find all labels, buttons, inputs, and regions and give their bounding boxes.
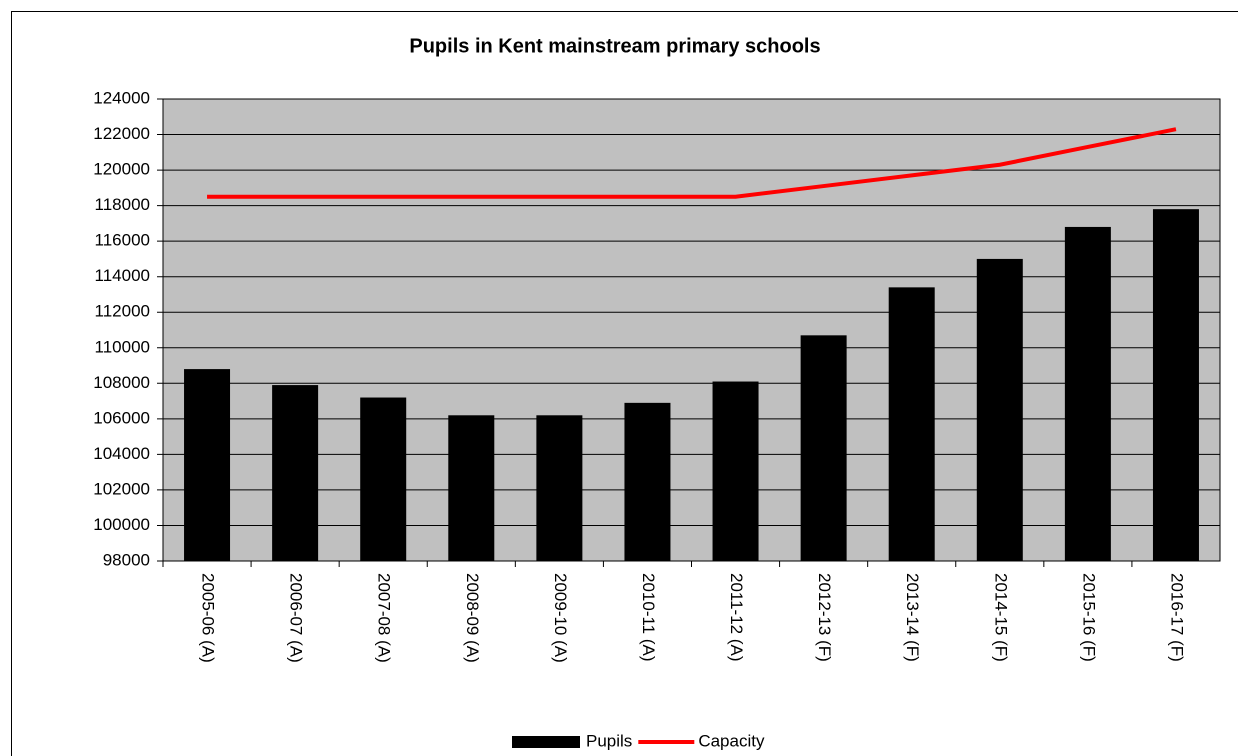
plot-area <box>162 98 1221 562</box>
legend-label: Capacity <box>698 731 765 750</box>
x-tick-label: 2008-09 (A) <box>463 573 482 663</box>
y-tick-label: 106000 <box>93 408 150 427</box>
y-tick-label: 118000 <box>95 195 150 214</box>
x-tick-label: 2006-07 (A) <box>287 573 306 663</box>
line <box>207 127 1177 199</box>
bar <box>712 381 759 561</box>
x-tick-label: 2005-06 (A) <box>199 573 218 663</box>
y-tick-label: 124000 <box>93 88 150 107</box>
x-tick-label: 2016-17 (F) <box>1167 573 1186 662</box>
x-tick-label: 2010-11 (A) <box>639 573 658 662</box>
y-tick-label: 112000 <box>95 302 150 321</box>
y-tick-label: 100000 <box>93 515 150 534</box>
x-tick-label: 2012-13 (F) <box>815 573 834 662</box>
x-tick-label: 2007-08 (A) <box>375 573 394 663</box>
bar <box>184 369 231 561</box>
x-tick-label: 2013-14 (F) <box>903 573 922 662</box>
x-tick-label: 2011-12 (A) <box>727 573 746 662</box>
y-tick-label: 120000 <box>93 160 150 179</box>
bar <box>1152 209 1199 561</box>
legend-swatch <box>512 736 580 748</box>
bar <box>272 385 319 561</box>
y-tick-label: 116000 <box>95 231 150 250</box>
y-tick-label: 110000 <box>95 337 150 356</box>
x-tick-label: 2014-15 (F) <box>991 573 1010 662</box>
bar <box>624 402 671 561</box>
y-tick-label: 104000 <box>93 444 150 463</box>
x-tick-label: 2015-16 (F) <box>1079 573 1098 662</box>
y-tick-label: 98000 <box>103 550 150 569</box>
bar <box>888 287 935 561</box>
bar <box>1064 226 1111 561</box>
y-tick-label: 114000 <box>95 266 150 285</box>
y-tick-label: 102000 <box>93 479 150 498</box>
bar <box>800 335 847 561</box>
y-tick-label: 108000 <box>93 373 150 392</box>
y-tick-label: 122000 <box>93 124 150 143</box>
bar <box>976 258 1023 561</box>
bar <box>536 415 583 561</box>
chart-title: Pupils in Kent mainstream primary school… <box>409 35 820 57</box>
bar <box>448 415 495 561</box>
x-tick-label: 2009-10 (A) <box>551 573 570 663</box>
legend-label: Pupils <box>586 731 632 750</box>
bar <box>360 397 407 561</box>
